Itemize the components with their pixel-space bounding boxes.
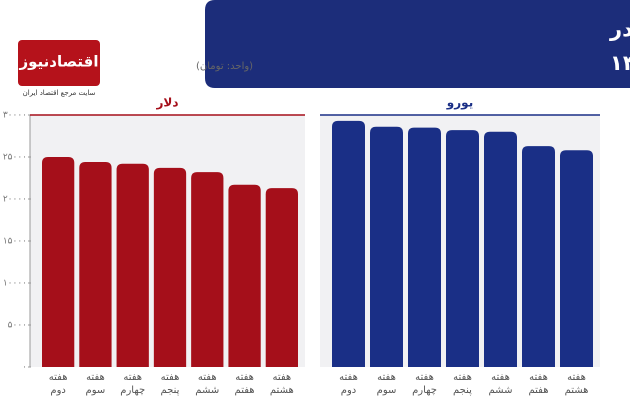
x-tick-label: هفته پنجم xyxy=(160,372,180,396)
x-tick-label: هفته چهارم xyxy=(120,372,146,396)
bar xyxy=(522,146,555,367)
logo-tagline: سایت مرجع اقتصاد ایران xyxy=(23,89,96,97)
x-tick-label: هفته پنجم xyxy=(453,372,472,396)
series-name: یورو xyxy=(446,96,473,111)
bar xyxy=(116,163,149,367)
y-tick-label: ۲۰۰۰۰ xyxy=(3,195,27,205)
x-tick-label: هفته هشتم xyxy=(269,372,294,396)
header-panel xyxy=(205,0,630,88)
bar xyxy=(484,131,517,367)
y-tick-label: ۵۰۰۰ xyxy=(8,321,27,331)
x-tick-label: هفته دوم xyxy=(339,372,358,396)
bar xyxy=(79,162,112,367)
x-tick-label: هفته دوم xyxy=(48,372,68,396)
logo-box xyxy=(18,40,100,86)
x-tick-label: هفته ششم xyxy=(195,372,220,396)
x-tick-label: هفته هفتم xyxy=(528,372,549,396)
x-tick-label: هفته ششم xyxy=(488,372,513,396)
y-tick-label: ۱۵۰۰۰ xyxy=(3,237,27,247)
x-tick-label: هفته سوم xyxy=(85,372,106,396)
logo-name: اقتصادنیوز xyxy=(19,53,99,71)
series-name: دلار xyxy=(155,96,178,110)
y-tick-label: ۱۰۰۰۰ xyxy=(3,279,27,289)
y-tick-label: ۲۵۰۰۰ xyxy=(3,153,27,163)
unit: (واحد: تومان) xyxy=(196,61,253,72)
bar xyxy=(265,188,298,367)
bar xyxy=(446,130,479,367)
x-tick-label: هفته سوم xyxy=(376,372,397,396)
bar xyxy=(332,120,365,367)
x-tick-label: هفته هشتم xyxy=(564,372,589,396)
bar xyxy=(191,172,224,367)
bar xyxy=(42,157,75,367)
bar xyxy=(560,150,593,367)
y-tick-label: ۳۰۰۰۰ xyxy=(3,111,27,121)
bar xyxy=(153,167,187,367)
chart-title: متوسط وزنی قیمت دلار و یورو متشکل درهفته… xyxy=(609,17,630,75)
bar xyxy=(408,127,441,367)
x-tick-label: هفته چهارم xyxy=(412,372,437,396)
bar xyxy=(370,126,403,367)
y-tick-label: ۰ xyxy=(22,363,27,373)
x-tick-label: هفته هفتم xyxy=(234,372,255,396)
bar xyxy=(228,184,261,367)
